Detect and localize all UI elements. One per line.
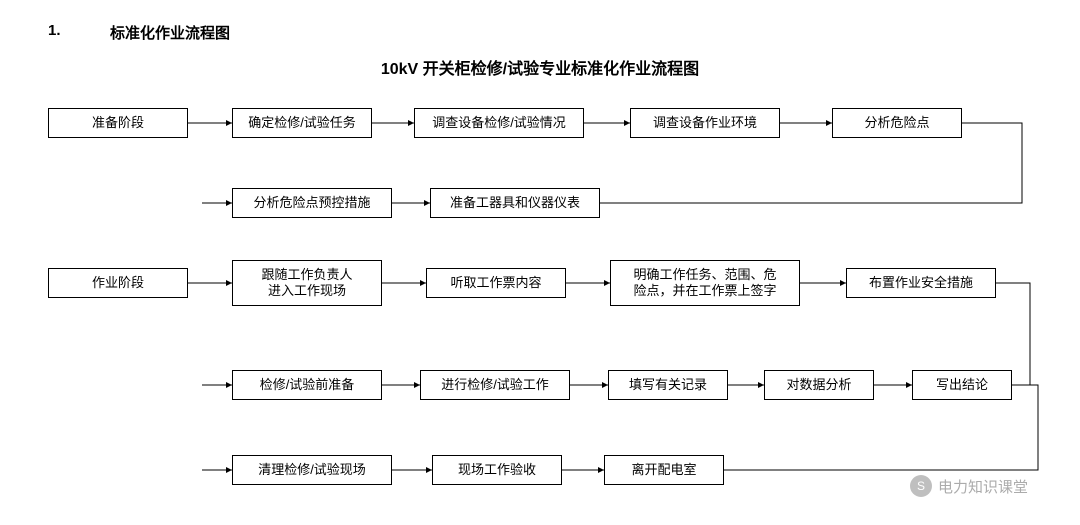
flow-node-n4: 调查设备作业环境 xyxy=(630,108,780,138)
flow-node-n14: 进行检修/试验工作 xyxy=(420,370,570,400)
flow-node-n6: 分析危险点预控措施 xyxy=(232,188,392,218)
diagram-title: 10kV 开关柜检修/试验专业标准化作业流程图 xyxy=(300,55,780,79)
flow-node-n18: 清理检修/试验现场 xyxy=(232,455,392,485)
flow-node-n3: 调查设备检修/试验情况 xyxy=(414,108,584,138)
flow-node-n5: 分析危险点 xyxy=(832,108,962,138)
flow-node-n2: 确定检修/试验任务 xyxy=(232,108,372,138)
section-number: 1. xyxy=(48,22,61,39)
flow-node-n13: 检修/试验前准备 xyxy=(232,370,382,400)
flow-node-n11: 明确工作任务、范围、危 险点，并在工作票上签字 xyxy=(610,260,800,306)
flow-node-n15: 填写有关记录 xyxy=(608,370,728,400)
flow-node-n7: 准备工器具和仪器仪表 xyxy=(430,188,600,218)
watermark: S 电力知识课堂 xyxy=(910,475,1028,497)
watermark-text: 电力知识课堂 xyxy=(938,476,1028,497)
flow-node-n8: 作业阶段 xyxy=(48,268,188,298)
flow-node-n16: 对数据分析 xyxy=(764,370,874,400)
flow-node-n9: 跟随工作负责人 进入工作现场 xyxy=(232,260,382,306)
flow-node-n10: 听取工作票内容 xyxy=(426,268,566,298)
page: 1. 标准化作业流程图 10kV 开关柜检修/试验专业标准化作业流程图 准备阶段… xyxy=(0,0,1080,525)
flow-node-n19: 现场工作验收 xyxy=(432,455,562,485)
wechat-icon: S xyxy=(910,475,932,497)
flow-node-n1: 准备阶段 xyxy=(48,108,188,138)
flow-node-n12: 布置作业安全措施 xyxy=(846,268,996,298)
section-title: 标准化作业流程图 xyxy=(110,22,230,43)
flow-node-n20: 离开配电室 xyxy=(604,455,724,485)
flow-node-n17: 写出结论 xyxy=(912,370,1012,400)
